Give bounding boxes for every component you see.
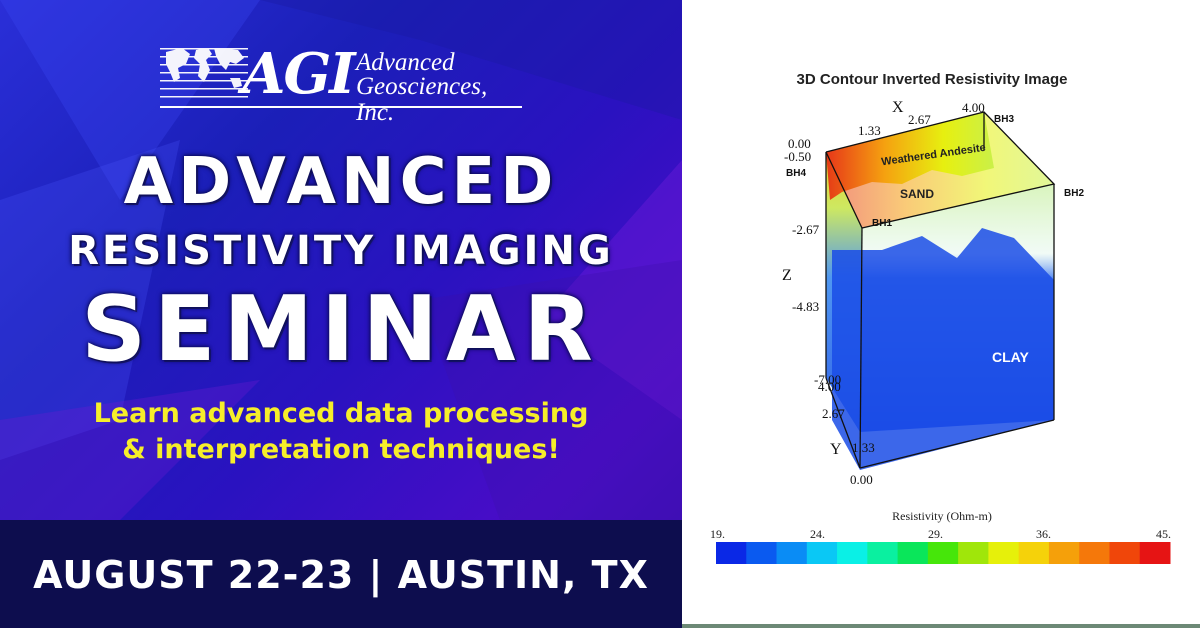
world-map-icon: [160, 48, 248, 98]
headline-line2: RESISTIVITY IMAGING: [68, 228, 614, 274]
borehole-bh2: BH2: [1064, 188, 1084, 199]
y-tick-3: 1.33: [852, 440, 875, 455]
x-axis-label: X: [892, 99, 904, 116]
borehole-bh4: BH4: [786, 168, 806, 179]
colorbar-tick-2: 24.: [810, 527, 825, 541]
colorbar-swatch: [1079, 542, 1110, 564]
bottom-rule: [682, 624, 1200, 628]
event-date-location: AUGUST 22-23 | AUSTIN, TX: [33, 553, 649, 597]
tagline-line1: Learn advanced data processing: [93, 398, 589, 429]
resistivity-figure: 3D Contour Inverted Resistivity Image X …: [710, 71, 1171, 564]
promo-panel: AGI Advanced Geosciences, Inc. ADVANCED …: [0, 0, 682, 628]
colorbar-tick-5: 45.: [1156, 527, 1171, 541]
y-tick-4: 0.00: [850, 472, 873, 487]
background-shapes: [0, 0, 682, 520]
headline-line1: ADVANCED: [123, 145, 559, 219]
colorbar-swatch: [837, 542, 868, 564]
z-tick-1: 0.00: [788, 136, 811, 151]
colorbar-swatch: [867, 542, 899, 564]
company-name-line1: Advanced: [356, 49, 455, 76]
colorbar-swatch: [988, 542, 1020, 564]
volume-frame: [825, 111, 1056, 469]
colorbar-title: Resistivity (Ohm-m): [892, 509, 992, 523]
colorbar-tick-1: 19.: [710, 527, 725, 541]
colorbar-swatch: [1109, 542, 1141, 564]
borehole-bh3: BH3: [994, 114, 1014, 125]
tagline-line2: & interpretation techniques!: [122, 434, 560, 465]
layer-sand: SAND: [900, 187, 934, 201]
x-tick-2: 2.67: [908, 112, 931, 127]
z-tick-3: -2.67: [792, 222, 820, 237]
colorbar-swatch: [746, 542, 778, 564]
z-tick-2: -0.50: [784, 149, 811, 164]
clay-body: [832, 228, 1054, 470]
z-tick-5: -7.00: [814, 372, 841, 387]
y-tick-1: 4.00: [818, 379, 841, 394]
colorbar-swatch: [716, 542, 747, 564]
colorbar-swatch: [1018, 542, 1050, 564]
x-tick-1: 1.33: [858, 123, 881, 138]
colorbar-swatch: [927, 542, 959, 564]
figure-panel: 3D Contour Inverted Resistivity Image X …: [682, 0, 1200, 628]
z-axis-label: Z: [782, 267, 792, 284]
logo-mark: AGI: [242, 41, 355, 107]
colorbar-swatch: [958, 542, 989, 564]
colorbar-swatch: [1048, 542, 1080, 564]
logo-rule: [160, 106, 522, 108]
borehole-bh1: BH1: [872, 218, 892, 229]
x-tick-3: 4.00: [962, 100, 985, 115]
y-axis-label: Y: [830, 441, 842, 458]
company-logo: AGI Advanced Geosciences, Inc.: [160, 40, 530, 126]
company-name-line2: Geosciences, Inc.: [356, 73, 488, 126]
colorbar-swatch: [776, 542, 808, 564]
figure-title: 3D Contour Inverted Resistivity Image: [797, 71, 1068, 88]
headline-line3: SEMINAR: [81, 277, 601, 382]
colorbar-tick-3: 29.: [928, 527, 943, 541]
event-band: AUGUST 22-23 | AUSTIN, TX: [0, 520, 682, 628]
y-tick-2: 2.67: [822, 406, 845, 421]
colorbar: [716, 542, 1171, 564]
colorbar-swatch: [806, 542, 838, 564]
colorbar-swatch: [1139, 542, 1171, 564]
layer-clay: CLAY: [992, 349, 1029, 365]
z-tick-4: -4.83: [792, 299, 819, 314]
colorbar-swatch: [897, 542, 929, 564]
colorbar-tick-4: 36.: [1036, 527, 1051, 541]
weathered-layer: [826, 112, 994, 200]
